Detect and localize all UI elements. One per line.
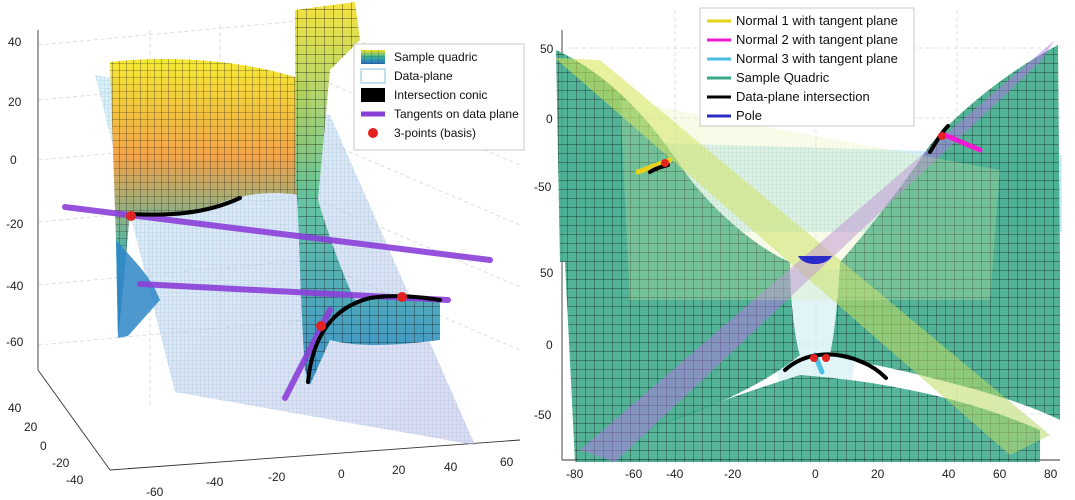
x-tick-label: 40	[942, 467, 956, 481]
legend-label: Normal 1 with tangent plane	[736, 13, 898, 28]
z-tick-label: -60	[6, 335, 24, 349]
left-z-ticks: 40 20 0 -20 -40 -60	[6, 35, 24, 349]
left-panel: 40 20 0 -20 -40 -60 40 20 0 -20 -40 -60 …	[6, 2, 525, 499]
left-x-ticks: -60 -40 -20 0 20 40 60	[146, 455, 514, 499]
z-tick-label: 0	[10, 153, 17, 167]
left-legend: Sample quadric Data-plane Intersection c…	[353, 43, 525, 151]
legend-label: Sample Quadric	[736, 70, 830, 85]
x-tick-label: 0	[812, 467, 819, 481]
z-tick-label: -40	[6, 279, 24, 293]
x-tick-label: 60	[993, 467, 1007, 481]
basis-point	[397, 292, 407, 302]
legend-label: Intersection conic	[394, 88, 487, 102]
legend-swatch-point	[368, 128, 378, 138]
y-tick-label: -50	[534, 408, 552, 422]
z-tick-label: -20	[6, 217, 24, 231]
x-tick-label: -20	[724, 467, 742, 481]
y-tick-label: 50	[540, 42, 554, 56]
pole	[798, 256, 832, 265]
basis-point	[822, 354, 830, 362]
y-tick-label: 0	[546, 338, 553, 352]
basis-point	[661, 159, 669, 167]
x-tick-label: 80	[1044, 467, 1058, 481]
left-y-ticks: 40 20 0 -20 -40	[8, 401, 84, 487]
left-axes	[37, 30, 521, 471]
x-tick-label: 40	[444, 460, 458, 474]
z-tick-label: 20	[8, 95, 22, 109]
y-tick-label: -20	[52, 456, 70, 470]
right-y-ticks: 50 0 -50 50 0 -50	[534, 42, 554, 422]
basis-point	[126, 211, 136, 221]
x-tick-label: 60	[500, 455, 514, 469]
legend-label: Sample quadric	[394, 50, 477, 64]
x-tick-label: -80	[566, 467, 584, 481]
y-tick-label: 50	[540, 266, 554, 280]
legend-label: Pole	[736, 108, 762, 123]
x-tick-label: -60	[625, 467, 643, 481]
legend-swatch-plane	[360, 68, 386, 84]
legend-label: Data-plane	[394, 69, 453, 83]
legend-label: Normal 3 with tangent plane	[736, 51, 898, 66]
legend-label: 3-points (basis)	[394, 126, 476, 140]
x-tick-label: -40	[206, 475, 224, 489]
y-tick-label: 40	[8, 401, 22, 415]
right-panel: 50 0 -50 50 0 -50 -80 -60 -40 -20 0 20 4…	[534, 7, 1062, 481]
x-tick-label: 20	[392, 463, 406, 477]
y-tick-label: -50	[534, 180, 552, 194]
legend-swatch-conic	[361, 88, 385, 102]
y-tick-label: 0	[40, 439, 47, 453]
y-tick-label: 20	[24, 420, 38, 434]
tangent-plane-3	[620, 100, 1000, 300]
right-x-ticks: -80 -60 -40 -20 0 20 40 60 80	[566, 467, 1058, 481]
legend-label: Data-plane intersection	[736, 89, 870, 104]
basis-point	[810, 354, 818, 362]
x-tick-label: 20	[871, 467, 885, 481]
x-tick-label: -20	[268, 470, 286, 484]
y-tick-label: -40	[66, 473, 84, 487]
basis-point	[316, 321, 326, 331]
intersection-conic	[128, 196, 442, 384]
right-legend: Normal 1 with tangent plane Normal 2 wit…	[699, 7, 915, 127]
basis-point	[938, 132, 946, 140]
legend-label: Tangents on data plane	[394, 107, 519, 121]
z-tick-label: 40	[8, 35, 22, 49]
legend-label: Normal 2 with tangent plane	[736, 32, 898, 47]
y-tick-label: 0	[546, 112, 553, 126]
x-tick-label: -40	[666, 467, 684, 481]
x-tick-label: -60	[146, 485, 164, 499]
basis-points	[126, 211, 407, 331]
x-tick-label: 0	[338, 467, 345, 481]
